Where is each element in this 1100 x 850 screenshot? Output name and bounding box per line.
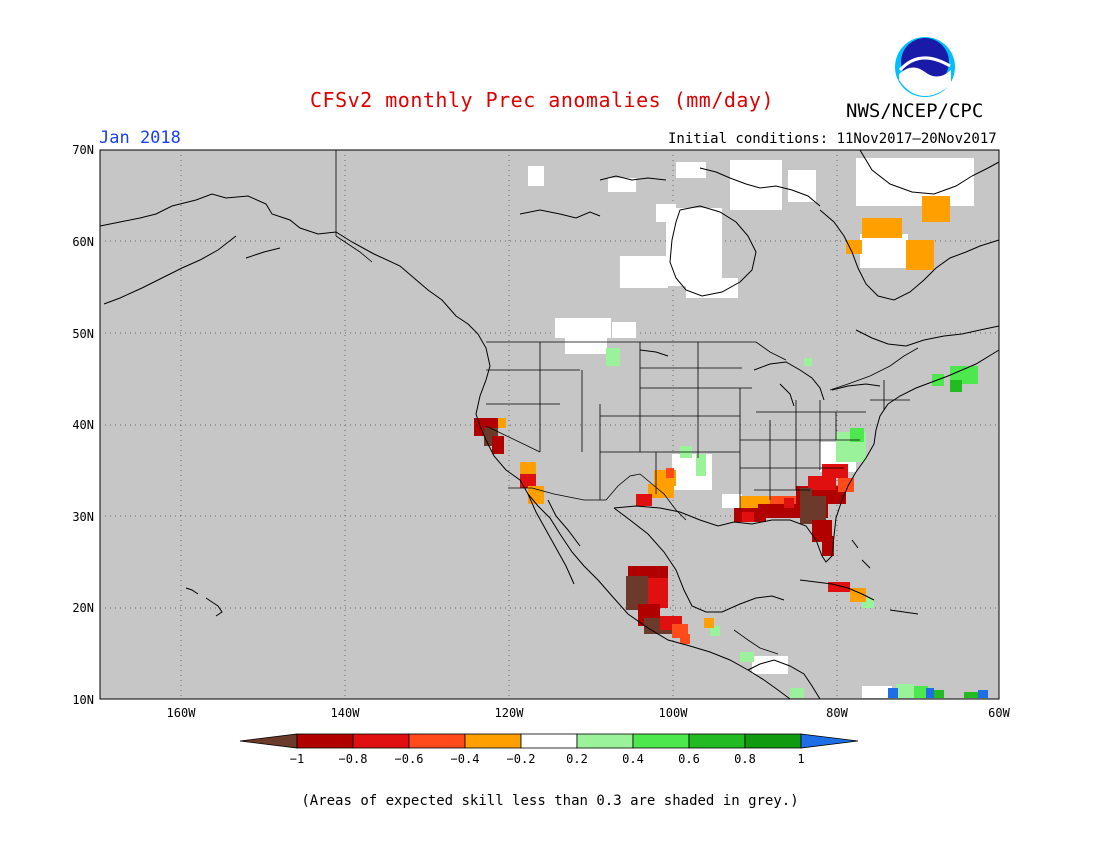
political-borders: [335, 150, 919, 655]
lon-label: 100W: [658, 706, 688, 720]
colorbar-bin: [520, 733, 578, 749]
colorbar-label: −1: [289, 752, 305, 766]
colorbar-bin: [576, 733, 634, 749]
chart-title: CFSv2 monthly Prec anomalies (mm/day): [310, 88, 775, 112]
lat-label: 50N: [72, 327, 94, 341]
anomaly-positive-regions: [606, 348, 978, 698]
colorbar-arrow-low: [239, 733, 298, 749]
colorbar-label: 0.6: [678, 752, 700, 766]
forecast-month: Jan 2018: [99, 128, 181, 148]
anomaly-strong-positive-regions: [888, 688, 988, 698]
lat-label: 30N: [72, 510, 94, 524]
colorbar-label: 1: [797, 752, 805, 766]
colorbar: [239, 733, 859, 749]
skill-footnote: (Areas of expected skill less than 0.3 a…: [301, 793, 799, 809]
colorbar-label: 0.4: [622, 752, 644, 766]
lon-label: 80W: [826, 706, 848, 720]
colorbar-bin: [408, 733, 466, 749]
lat-label: 20N: [72, 601, 94, 615]
colorbar-bin: [296, 733, 354, 749]
colorbar-bin: [744, 733, 802, 749]
initial-conditions: Initial conditions: 11Nov2017–20Nov2017: [668, 131, 997, 147]
lat-label: 70N: [72, 143, 94, 157]
colorbar-arrow-high: [800, 733, 859, 749]
lat-label: 60N: [72, 235, 94, 249]
coastlines: [99, 149, 1000, 700]
lat-label: 10N: [72, 693, 94, 707]
lon-label: 140W: [330, 706, 360, 720]
colorbar-label: −0.4: [450, 752, 480, 766]
lon-label: 160W: [166, 706, 196, 720]
anomaly-negative-regions: [474, 196, 950, 644]
colorbar-label: 0.2: [566, 752, 588, 766]
noaa-logo: [895, 37, 955, 97]
colorbar-label: −0.2: [506, 752, 536, 766]
colorbar-bin: [688, 733, 746, 749]
lat-label: 40N: [72, 418, 94, 432]
colorbar-label: −0.6: [394, 752, 424, 766]
colorbar-bin: [632, 733, 690, 749]
colorbar-bin: [464, 733, 522, 749]
colorbar-label: 0.8: [734, 752, 756, 766]
lon-label: 120W: [494, 706, 524, 720]
colorbar-label: −0.8: [338, 752, 368, 766]
lon-label: 60W: [988, 706, 1010, 720]
colorbar-bin: [352, 733, 410, 749]
agency-label: NWS/NCEP/CPC: [846, 100, 984, 122]
